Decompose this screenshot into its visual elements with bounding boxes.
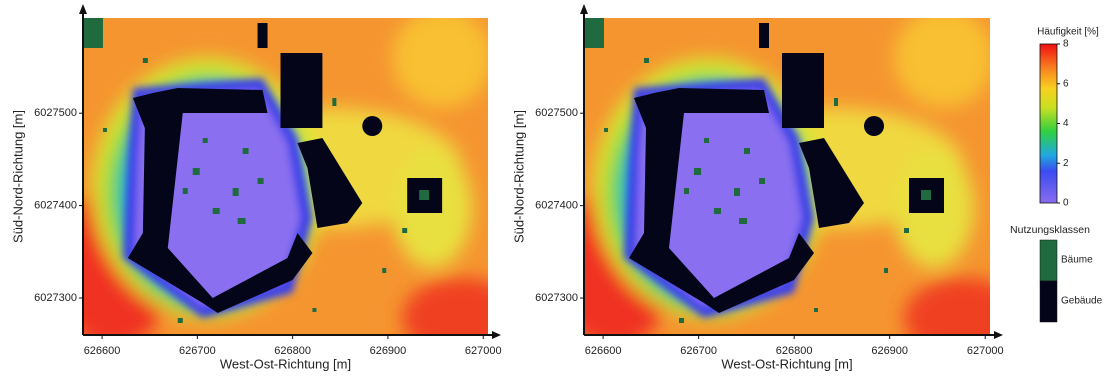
legend-label: Bäume [1061,255,1093,266]
legend-title: Nutzungsklassen [1010,224,1090,236]
map-image [554,8,1024,358]
x-tick-label: 626800 [274,345,311,357]
y-axis-label: Süd-Nord-Richtung [m] [511,110,526,243]
legend-swatch [1039,239,1058,282]
x-tick-label: 627000 [967,345,1004,357]
x-tick-label: 626900 [871,345,908,357]
x-axis-label: West-Ost-Richtung [m] [721,356,852,371]
y-tick-label: 6027300 [535,292,578,304]
y-tick-label: 6027500 [34,107,77,119]
colorbar [1039,43,1058,204]
y-axis-arrow [580,4,588,14]
y-axis-arrow [79,4,87,14]
x-tick-label: 626700 [680,345,717,357]
legend-swatch [1039,280,1058,323]
x-axis-label: West-Ost-Richtung [m] [220,356,351,371]
colorbar-tick-label: 2 [1063,158,1069,169]
x-tick-label: 626600 [585,345,622,357]
legend-label: Gebäude [1061,296,1103,307]
y-tick-label: 6027400 [34,200,77,212]
x-tick-label: 626800 [776,345,813,357]
y-axis-label: Süd-Nord-Richtung [m] [10,110,25,243]
y-tick-label: 6027500 [535,107,578,119]
x-axis-arrow [492,331,501,339]
y-tick-label: 6027300 [34,292,77,304]
x-tick-label: 626700 [179,345,216,357]
x-axis-arrow [994,331,1003,339]
colorbar-tick-label: 6 [1063,78,1069,89]
colorbar-tick-label: 8 [1063,39,1069,50]
colorbar-tick-label: 4 [1063,118,1069,129]
map-image [53,8,522,358]
y-tick-label: 6027400 [535,200,578,212]
colorbar-tick-label: 0 [1063,198,1069,209]
x-tick-label: 626600 [84,345,121,357]
x-tick-label: 627000 [465,345,502,357]
x-tick-label: 626900 [370,345,407,357]
colorbar-title: Häufigkeit [%] [1037,27,1099,38]
